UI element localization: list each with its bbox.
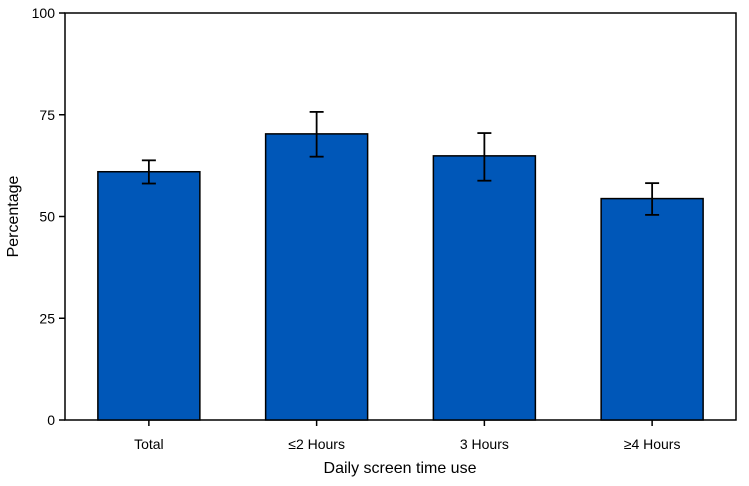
y-axis-title: Percentage [5,175,22,257]
x-tick-label: ≤2 Hours [288,436,345,452]
y-tick-label: 100 [32,5,56,21]
y-tick-label: 50 [39,209,55,225]
x-tick-label: Total [134,436,164,452]
bar [600,197,704,421]
y-tick-label: 75 [39,107,55,123]
bar [264,133,369,421]
plot-area: 0 25 50 75 100 Total ≤2 Hours 3 Hours ≥4 Hours [32,5,737,452]
error-bars [141,111,660,216]
y-tick-label: 25 [39,310,55,326]
y-axis-ticks: 0 25 50 75 100 [32,5,65,428]
bar [97,170,201,421]
x-tick-label: 3 Hours [460,436,509,452]
bar [432,155,537,421]
x-tick-label: ≥4 Hours [624,436,681,452]
y-tick-label: 0 [47,412,55,428]
bars [97,133,704,421]
x-axis-ticks: Total ≤2 Hours 3 Hours ≥4 Hours [134,420,680,452]
x-axis-title: Daily screen time use [324,460,477,477]
